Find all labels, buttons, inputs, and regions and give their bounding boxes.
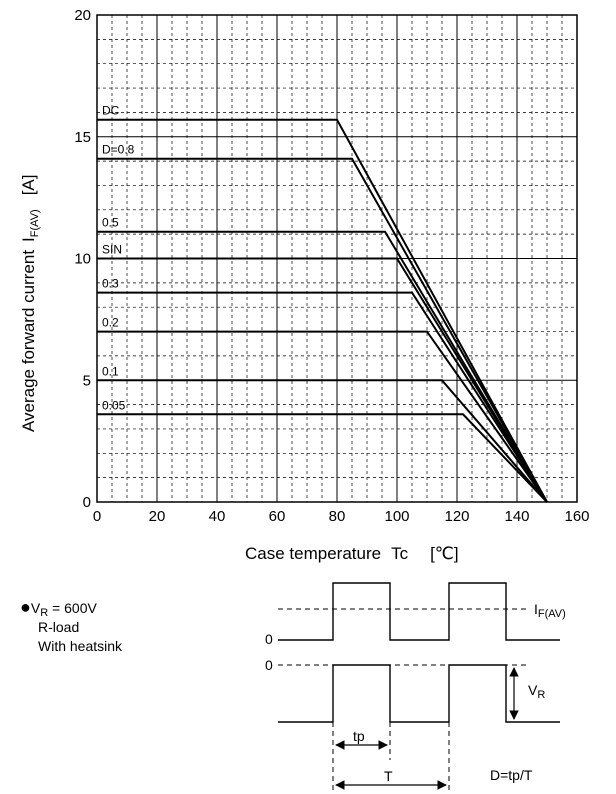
series-line-4 bbox=[97, 291, 548, 503]
series-line-5 bbox=[97, 330, 548, 503]
x-tick-label: 160 bbox=[564, 508, 589, 525]
series-line-6 bbox=[97, 379, 548, 503]
series-label-5: 0.2 bbox=[102, 316, 119, 330]
period-label: T bbox=[384, 768, 393, 784]
series-label-6: 0.1 bbox=[102, 364, 119, 378]
y-tick-label: 5 bbox=[83, 372, 91, 389]
series-lines bbox=[97, 118, 548, 503]
voltage-waveform bbox=[278, 664, 560, 723]
series-line-0 bbox=[97, 118, 548, 503]
x-tick-label: 140 bbox=[504, 508, 529, 525]
zero-label-voltage: 0 bbox=[265, 657, 273, 673]
series-label-0: DC bbox=[102, 104, 120, 118]
waveform-diagram: IF(AV) 0 0 VR tp T D=tp/T bbox=[265, 582, 566, 792]
vr-label: VR bbox=[528, 682, 545, 701]
average-current-label: IF(AV) bbox=[534, 601, 566, 620]
series-line-7 bbox=[97, 413, 548, 503]
y-tick-labels: 0 5 10 15 20 bbox=[74, 7, 91, 511]
zero-label-current: 0 bbox=[265, 631, 273, 647]
y-tick-label: 0 bbox=[83, 494, 91, 511]
y-tick-label: 20 bbox=[74, 7, 91, 24]
x-tick-label: 20 bbox=[149, 508, 166, 525]
y-axis-title: Average forward currentIF(AV)[A] bbox=[19, 175, 41, 433]
series-line-3 bbox=[97, 257, 548, 503]
y-tick-label: 15 bbox=[74, 129, 91, 146]
x-tick-label: 40 bbox=[209, 508, 226, 525]
x-tick-labels: 0 20 40 60 80 100 120 140 160 bbox=[93, 508, 590, 525]
x-tick-label: 120 bbox=[444, 508, 469, 525]
series-labels: DC D=0.8 0.5 SIN 0.3 0.2 0.1 0.05 bbox=[102, 104, 135, 413]
series-label-4: 0.3 bbox=[102, 277, 119, 291]
conditions-block: ●VR = 600V R-load With heatsink bbox=[20, 597, 123, 654]
x-tick-label: 80 bbox=[329, 508, 346, 525]
series-line-1 bbox=[97, 157, 548, 503]
vr-condition: ●VR = 600V bbox=[20, 597, 97, 619]
series-label-2: 0.5 bbox=[102, 216, 119, 230]
heatsink-condition: With heatsink bbox=[38, 638, 123, 654]
x-tick-label: 0 bbox=[93, 508, 101, 525]
current-waveform bbox=[278, 582, 560, 641]
x-tick-label: 60 bbox=[269, 508, 286, 525]
series-line-2 bbox=[97, 230, 548, 503]
x-axis-title: Case temperature Tc [℃] bbox=[245, 544, 459, 563]
x-tick-label: 100 bbox=[384, 508, 409, 525]
series-label-1: D=0.8 bbox=[102, 143, 135, 157]
tp-label: tp bbox=[353, 728, 365, 744]
load-condition: R-load bbox=[38, 619, 79, 635]
series-label-7: 0.05 bbox=[102, 398, 126, 412]
duty-formula: D=tp/T bbox=[490, 767, 533, 783]
series-label-3: SIN bbox=[102, 243, 122, 257]
y-tick-label: 10 bbox=[74, 251, 91, 268]
